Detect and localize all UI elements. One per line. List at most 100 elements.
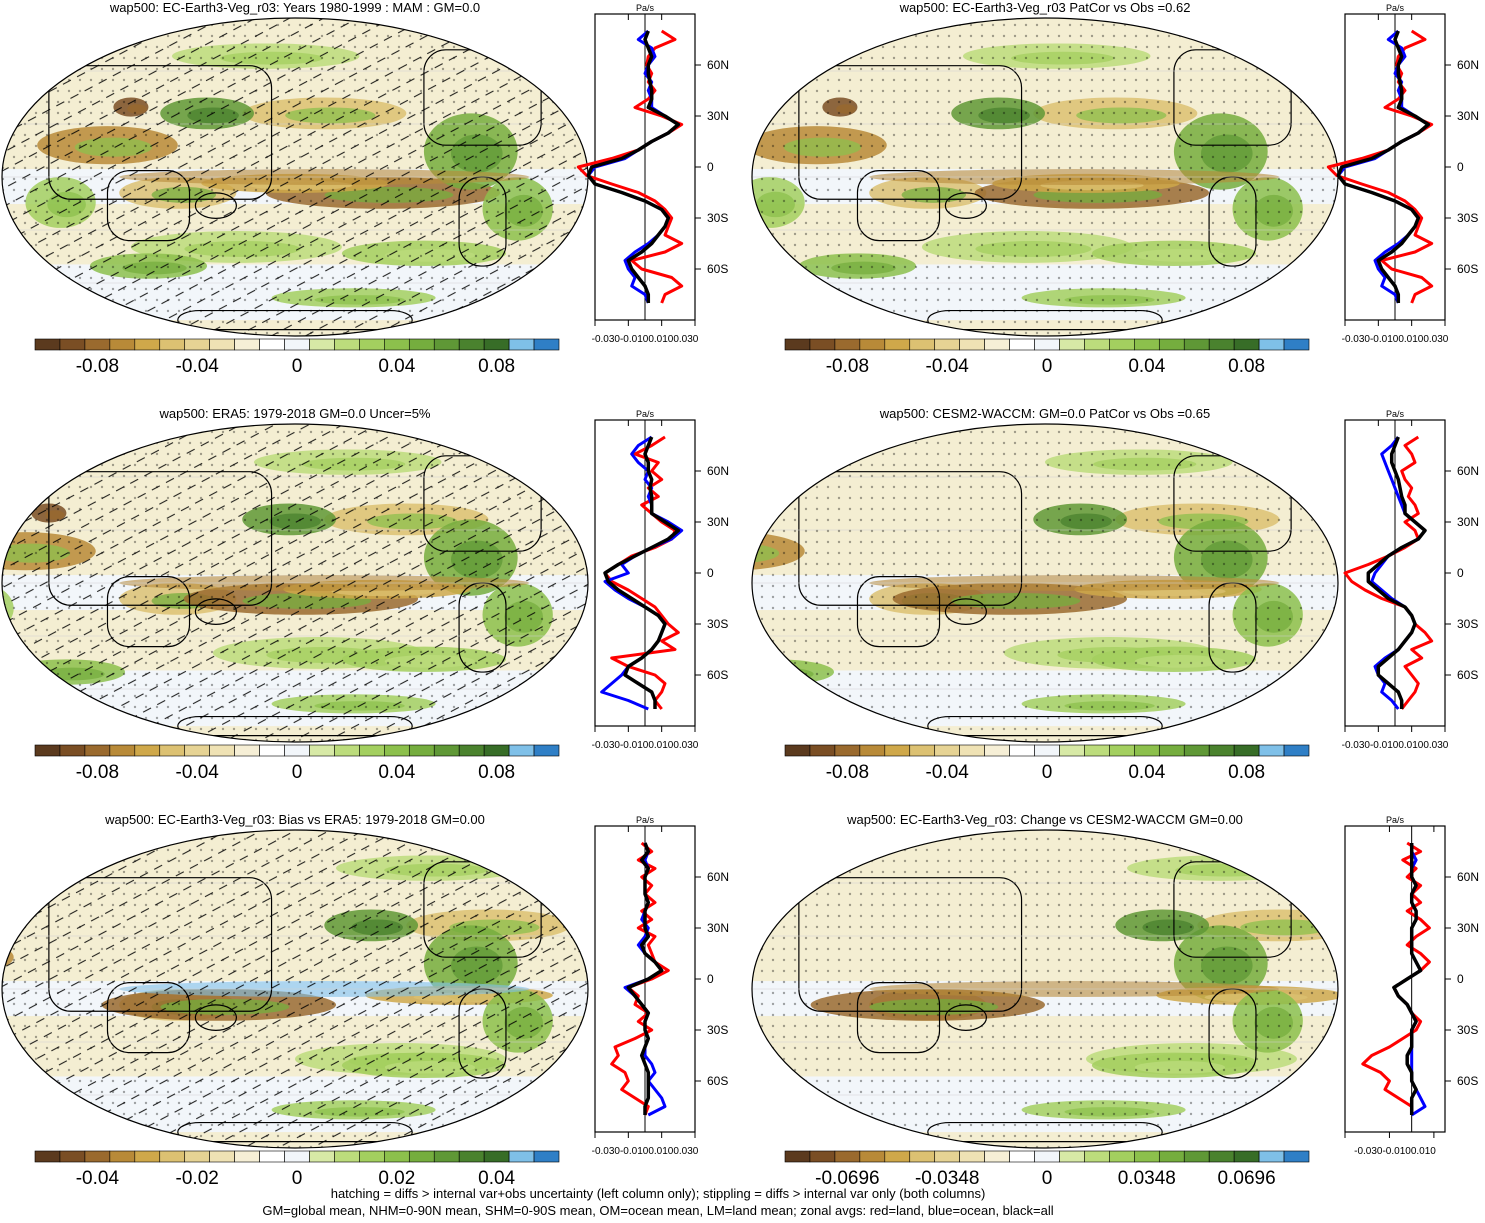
colorbar-cell: [1134, 1150, 1160, 1163]
profile-lat-label: 0: [1457, 566, 1464, 580]
colorbar-tick-label: -0.04: [176, 762, 220, 783]
profile-unit-label: Pa/s: [636, 409, 655, 419]
colorbar-cell: [784, 744, 811, 757]
profile-lat-label: 60N: [1457, 464, 1479, 478]
profile-line-all: [1392, 843, 1423, 1115]
profile-line-land: [610, 841, 670, 1116]
colorbar-cell: [109, 744, 136, 757]
colorbar-cell: [1059, 1150, 1085, 1163]
colorbar-cell: [959, 338, 985, 351]
colorbar-cell: [433, 338, 460, 351]
colorbar-tick-label: 0.0696: [1218, 1168, 1276, 1189]
colorbar-tick-label: 0: [1042, 762, 1053, 783]
colorbar-cell: [1283, 338, 1310, 351]
colorbar-cell: [159, 744, 186, 757]
colorbar-tick-label: 0.08: [1228, 356, 1265, 377]
profile-lat-label: 30N: [707, 921, 729, 935]
colorbar-cell: [483, 744, 510, 757]
panel-title: wap500: EC-Earth3-Veg_r03 PatCor vs Obs …: [899, 0, 1191, 15]
colorbar-cell: [1233, 1150, 1260, 1163]
profile-lat-label: 60S: [1457, 1074, 1478, 1088]
colorbar-tick-label: 0.04: [1128, 356, 1165, 377]
colorbar-cell: [1084, 744, 1110, 757]
colorbar-cell: [809, 1150, 836, 1163]
colorbar-tick-label: 0.04: [1128, 762, 1165, 783]
colorbar-cell: [109, 1150, 136, 1163]
colorbar-tick-label: 0: [292, 762, 303, 783]
colorbar-cell: [508, 338, 535, 351]
colorbar-tick-label: -0.0696: [815, 1168, 879, 1189]
profile-lat-label: 60N: [707, 870, 729, 884]
footer-line-2: GM=global mean, NHM=0-90N mean, SHM=0-90…: [262, 1203, 1053, 1218]
colorbar-cell: [1258, 1150, 1285, 1163]
colorbar-cell: [909, 338, 936, 351]
colorbar-cell: [533, 338, 560, 351]
profile-lat-label: 0: [707, 160, 714, 174]
map-field: [752, 18, 1338, 336]
colorbar-cell: [533, 744, 560, 757]
profile-unit-label: Pa/s: [636, 3, 655, 13]
panel-title: wap500: EC-Earth3-Veg_r03: Change vs CES…: [846, 812, 1243, 827]
colorbar-cell: [1109, 1150, 1135, 1163]
colorbar-tick-label: -0.04: [176, 356, 220, 377]
colorbar-tick-label: -0.08: [826, 356, 869, 377]
field-blob: [2, 1073, 23, 1087]
stippling: [752, 830, 1338, 1148]
colorbar-cell: [1158, 1150, 1185, 1163]
colorbar-cell: [259, 1150, 285, 1163]
colorbar-cell: [134, 338, 161, 351]
colorbar-cell: [1183, 744, 1210, 757]
colorbar-cell: [433, 744, 460, 757]
map-outline: [751, 423, 1339, 743]
profile-lat-label: 60N: [707, 58, 729, 72]
profile-x-tick-labels: -0.030-0.0100.0100.030: [592, 1146, 699, 1157]
colorbar-cell: [408, 338, 435, 351]
profile-lat-label: 30S: [707, 211, 728, 225]
colorbar-cell: [1034, 1150, 1060, 1163]
colorbar-cell: [884, 338, 911, 351]
colorbar-cell: [334, 744, 360, 757]
map-outline: [1, 829, 589, 1149]
colorbar-cell: [159, 1150, 186, 1163]
colorbar-tick-label: 0.0348: [1118, 1168, 1176, 1189]
colorbar-cell: [234, 744, 260, 757]
field-blob: [754, 510, 774, 520]
colorbar-cell: [834, 744, 861, 757]
colorbar-cell: [1109, 338, 1135, 351]
colorbar-cell: [209, 744, 235, 757]
panel-3: wap500: ERA5: 1979-2018 GM=0.0 Uncer=5% -…: [1, 406, 729, 783]
colorbar-cell: [109, 338, 136, 351]
colorbar-cell: [209, 338, 235, 351]
profile-lat-label: 30N: [707, 109, 729, 123]
profile-lat-label: 30N: [707, 515, 729, 529]
colorbar-cell: [1258, 744, 1285, 757]
profile-x-tick-labels: -0.030-0.0100.0100.030: [592, 740, 699, 751]
profile-lat-label: 60N: [1457, 870, 1479, 884]
colorbar-cell: [384, 338, 410, 351]
profile-frame: [1344, 825, 1446, 1133]
colorbar-cell: [34, 338, 61, 351]
colorbar-cell: [834, 338, 861, 351]
colorbar-cell: [859, 338, 886, 351]
profile-line-all: [1366, 436, 1427, 709]
colorbar-cell: [1233, 338, 1260, 351]
colorbar-cell: [309, 1150, 335, 1163]
colorbar-cell: [934, 744, 960, 757]
colorbar-cell: [84, 744, 111, 757]
colorbar-cell: [1283, 1150, 1310, 1163]
profile-unit-label: Pa/s: [1386, 409, 1405, 419]
colorbar-cell: [209, 1150, 235, 1163]
colorbar-cell: [483, 338, 510, 351]
profile-lat-label: 0: [707, 566, 714, 580]
map-field: [752, 830, 1338, 1148]
panel-2: wap500: EC-Earth3-Veg_r03 PatCor vs Obs …: [751, 0, 1479, 377]
profile-unit-label: Pa/s: [1386, 3, 1405, 13]
colorbar-tick-label: 0.04: [478, 1168, 515, 1189]
colorbar-cell: [1009, 1150, 1035, 1163]
profile-line-all: [626, 842, 664, 1115]
colorbar-cell: [834, 1150, 861, 1163]
colorbar-cell: [1034, 744, 1060, 757]
colorbar-cell: [408, 744, 435, 757]
colorbar-cell: [1009, 338, 1035, 351]
profile-line-all: [603, 436, 681, 709]
